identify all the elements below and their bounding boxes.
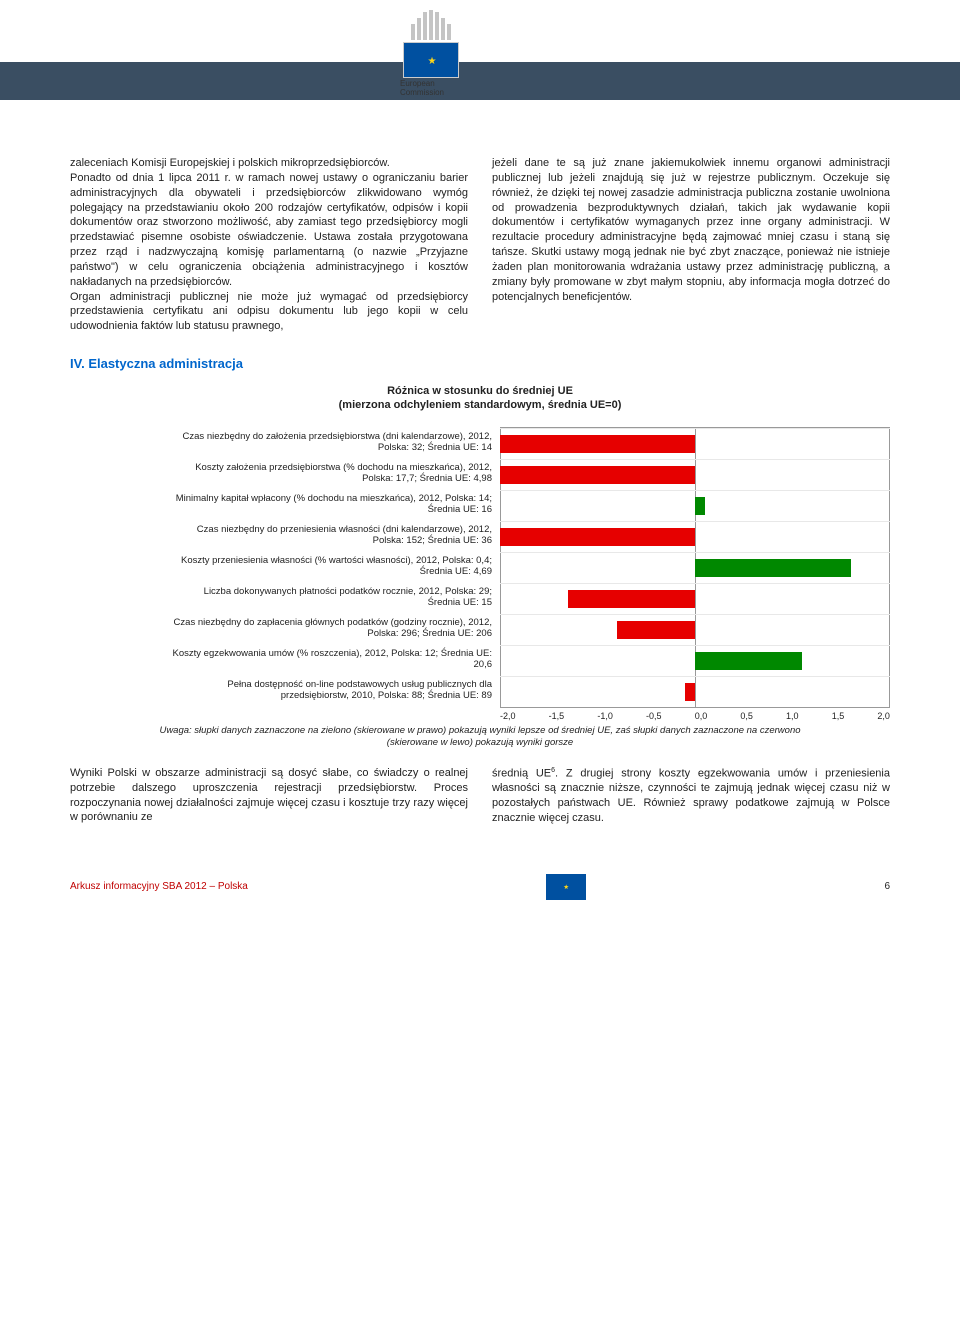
axis-tick: -1,5	[549, 711, 565, 721]
ec-logo: ⋆ European Commission	[392, 10, 470, 98]
chart-row	[500, 521, 890, 552]
star-icon: ⋆	[426, 48, 437, 73]
chart-bar	[500, 435, 695, 453]
chart-bar	[617, 621, 695, 639]
upper-columns: zaleceniach Komisji Europejskiej i polsk…	[70, 156, 890, 334]
p-intro2: Ponadto od dnia 1 lipca 2011 r. w ramach…	[70, 171, 468, 290]
axis-tick: -2,0	[500, 711, 516, 721]
bar-chart: Czas niezbędny do założenia przedsiębior…	[70, 427, 890, 708]
col-left-b: Wyniki Polski w obszarze administracji s…	[70, 766, 468, 826]
axis-tick: 1,5	[832, 711, 845, 721]
logo-line2: Commission	[400, 89, 470, 98]
chart-row	[500, 645, 890, 676]
chart-row	[500, 490, 890, 521]
chart-bar	[695, 652, 802, 670]
star-icon: ⋆	[562, 879, 570, 895]
section-heading: IV. Elastyczna administracja	[70, 356, 890, 371]
col-right: jeżeli dane te są już znane jakiemukolwi…	[492, 156, 890, 334]
chart-bar	[568, 590, 695, 608]
chart-note: Uwaga: słupki danych zaznaczone na zielo…	[70, 725, 890, 750]
p-right1: jeżeli dane te są już znane jakiemukolwi…	[492, 156, 890, 304]
chart-row	[500, 614, 890, 645]
col-left: zaleceniach Komisji Europejskiej i polsk…	[70, 156, 468, 334]
axis-tick: 0,5	[740, 711, 753, 721]
chart-title: Różnica w stosunku do średniej UE	[70, 385, 890, 397]
logo-text: European Commission	[392, 78, 470, 98]
chart-note-line1: Uwaga: słupki danych zaznaczone na zielo…	[159, 725, 800, 736]
chart-bar	[500, 528, 695, 546]
eu-flag-icon: ⋆	[403, 42, 459, 78]
chart-row-label: Koszty egzekwowania umów (% roszczenia),…	[70, 644, 492, 675]
axis-tick: -1,0	[597, 711, 613, 721]
main-content: zaleceniach Komisji Europejskiej i polsk…	[0, 110, 960, 846]
chart-labels: Czas niezbędny do założenia przedsiębior…	[70, 427, 500, 708]
p-lower1: Wyniki Polski w obszarze administracji s…	[70, 766, 468, 825]
chart-row	[500, 552, 890, 583]
chart-bar	[685, 683, 695, 701]
chart-row-label: Koszty założenia przedsiębiorstwa (% doc…	[70, 458, 492, 489]
page-footer: Arkusz informacyjny SBA 2012 – Polska ⋆ …	[0, 846, 960, 920]
chart-bar	[695, 559, 851, 577]
chart-row-label: Pełna dostępność on-line podstawowych us…	[70, 675, 492, 706]
chart-bar	[500, 466, 695, 484]
chart-row-label: Minimalny kapitał wpłacony (% dochodu na…	[70, 489, 492, 520]
header-dark-band	[0, 62, 960, 100]
p-lower2: średnią UE6. Z drugiej strony koszty egz…	[492, 766, 890, 826]
chart-row-label: Czas niezbędny do założenia przedsiębior…	[70, 427, 492, 458]
chart-bar	[695, 497, 705, 515]
chart-row	[500, 583, 890, 614]
logo-pillars-icon	[411, 10, 451, 40]
chart-row	[500, 676, 890, 707]
chart-axis: -2,0 -1,5 -1,0 -0,5 0,0 0,5 1,0 1,5 2,0	[500, 708, 890, 721]
p-lower2-a: średnią UE	[492, 767, 551, 779]
page-number: 6	[884, 881, 890, 892]
p-intro3: Organ administracji publicznej nie może …	[70, 290, 468, 335]
chart-note-line2: (skierowane w lewo) pokazują wyniki gors…	[387, 737, 573, 748]
chart-row-label: Czas niezbędny do przeniesienia własnośc…	[70, 520, 492, 551]
axis-tick: 0,0	[695, 711, 708, 721]
chart-subtitle: (mierzona odchyleniem standardowym, śred…	[70, 399, 890, 411]
chart-row	[500, 428, 890, 459]
footer-flag-icon: ⋆	[546, 874, 586, 900]
axis-tick: 2,0	[877, 711, 890, 721]
p-lower2-b: . Z drugiej strony koszty egzekwowania u…	[492, 767, 890, 824]
chart-row-label: Liczba dokonywanych płatności podatków r…	[70, 582, 492, 613]
col-right-b: średnią UE6. Z drugiej strony koszty egz…	[492, 766, 890, 826]
lower-columns: Wyniki Polski w obszarze administracji s…	[70, 766, 890, 826]
axis-tick: 1,0	[786, 711, 799, 721]
chart-row-label: Czas niezbędny do zapłacenia głównych po…	[70, 613, 492, 644]
chart-plot-area	[500, 427, 890, 708]
chart-row	[500, 459, 890, 490]
header: ⋆ European Commission	[0, 0, 960, 110]
footer-title: Arkusz informacyjny SBA 2012 – Polska	[70, 881, 248, 892]
chart-row-label: Koszty przeniesienia własności (% wartoś…	[70, 551, 492, 582]
p-intro1: zaleceniach Komisji Europejskiej i polsk…	[70, 156, 468, 171]
axis-tick: -0,5	[646, 711, 662, 721]
